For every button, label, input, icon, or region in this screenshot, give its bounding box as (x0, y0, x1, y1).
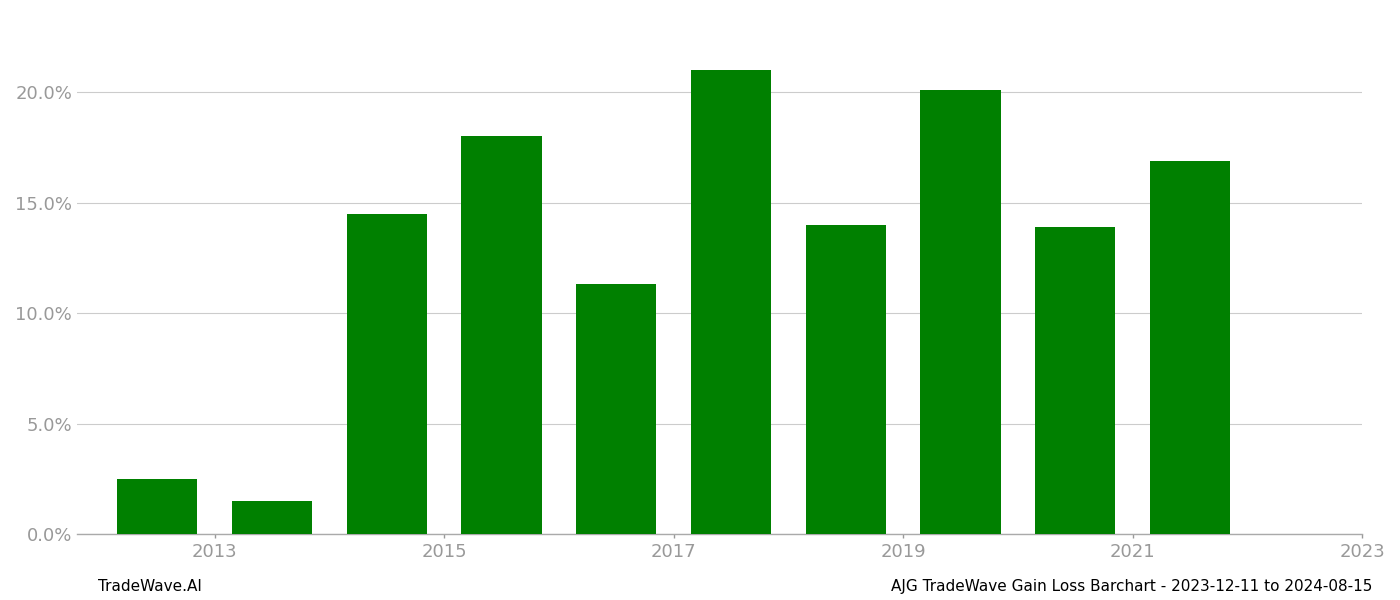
Bar (805, 225, 886, 534)
Bar (347, 214, 427, 534)
Bar (920, 90, 1001, 534)
Bar (575, 284, 657, 534)
Bar (232, 501, 312, 534)
Text: TradeWave.AI: TradeWave.AI (98, 579, 202, 594)
Text: AJG TradeWave Gain Loss Barchart - 2023-12-11 to 2024-08-15: AJG TradeWave Gain Loss Barchart - 2023-… (890, 579, 1372, 594)
Bar (1035, 227, 1116, 534)
Bar (461, 136, 542, 534)
Bar (118, 479, 197, 534)
Bar (1149, 161, 1231, 534)
Bar (690, 70, 771, 534)
